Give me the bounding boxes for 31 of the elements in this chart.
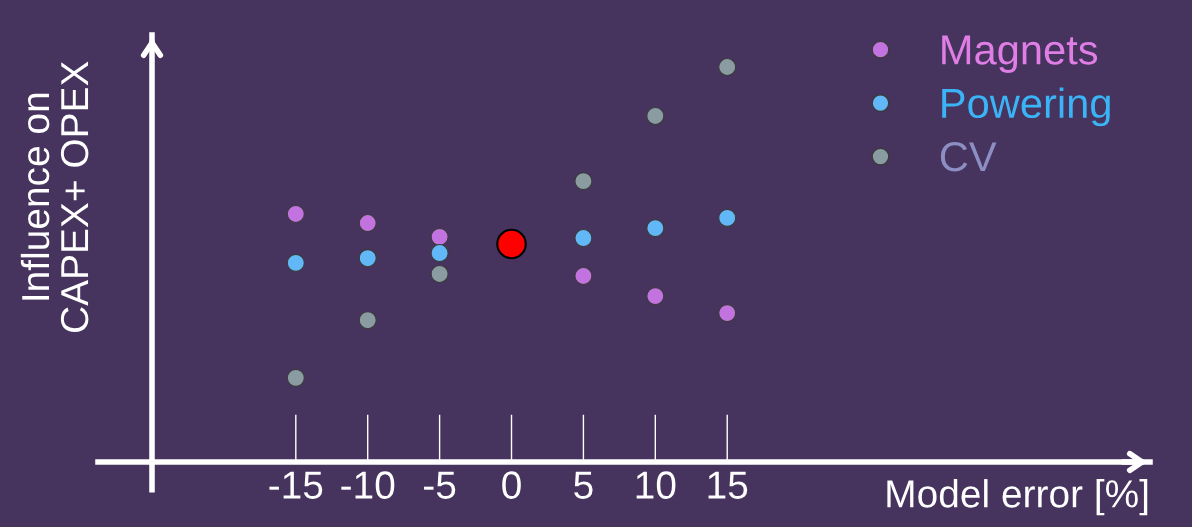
point: [574, 228, 593, 248]
x-tick-label: -10: [341, 471, 395, 499]
legend-label: Magnets: [942, 35, 1098, 73]
point: [574, 172, 593, 191]
point: [646, 287, 665, 306]
point: [574, 266, 593, 286]
point: [358, 311, 377, 330]
point: [358, 213, 377, 233]
point: [286, 368, 305, 387]
point: [358, 249, 377, 268]
x-tick-label: 5: [574, 471, 593, 499]
point: [646, 106, 665, 126]
x-tick-label: 15: [708, 471, 748, 499]
x-tick-label: -15: [269, 471, 323, 499]
x-tick-label: 0: [502, 471, 521, 499]
point: [718, 304, 737, 323]
point: [286, 204, 305, 224]
y-axis-title: Influence on CAPEX+ OPEX: [20, 61, 89, 332]
x-tick-label: 10: [636, 471, 676, 499]
legend-label: CV: [940, 142, 997, 172]
point: [718, 208, 737, 227]
point: [646, 219, 665, 238]
point: [718, 57, 737, 77]
x-tick-label: -5: [424, 471, 456, 499]
point: [496, 228, 527, 260]
legend-label: Powering: [942, 87, 1110, 127]
point: [430, 243, 449, 263]
x-axis-title: Model error [%]: [887, 479, 1148, 516]
point: [286, 253, 305, 272]
point: [430, 227, 449, 246]
point: [430, 264, 449, 284]
